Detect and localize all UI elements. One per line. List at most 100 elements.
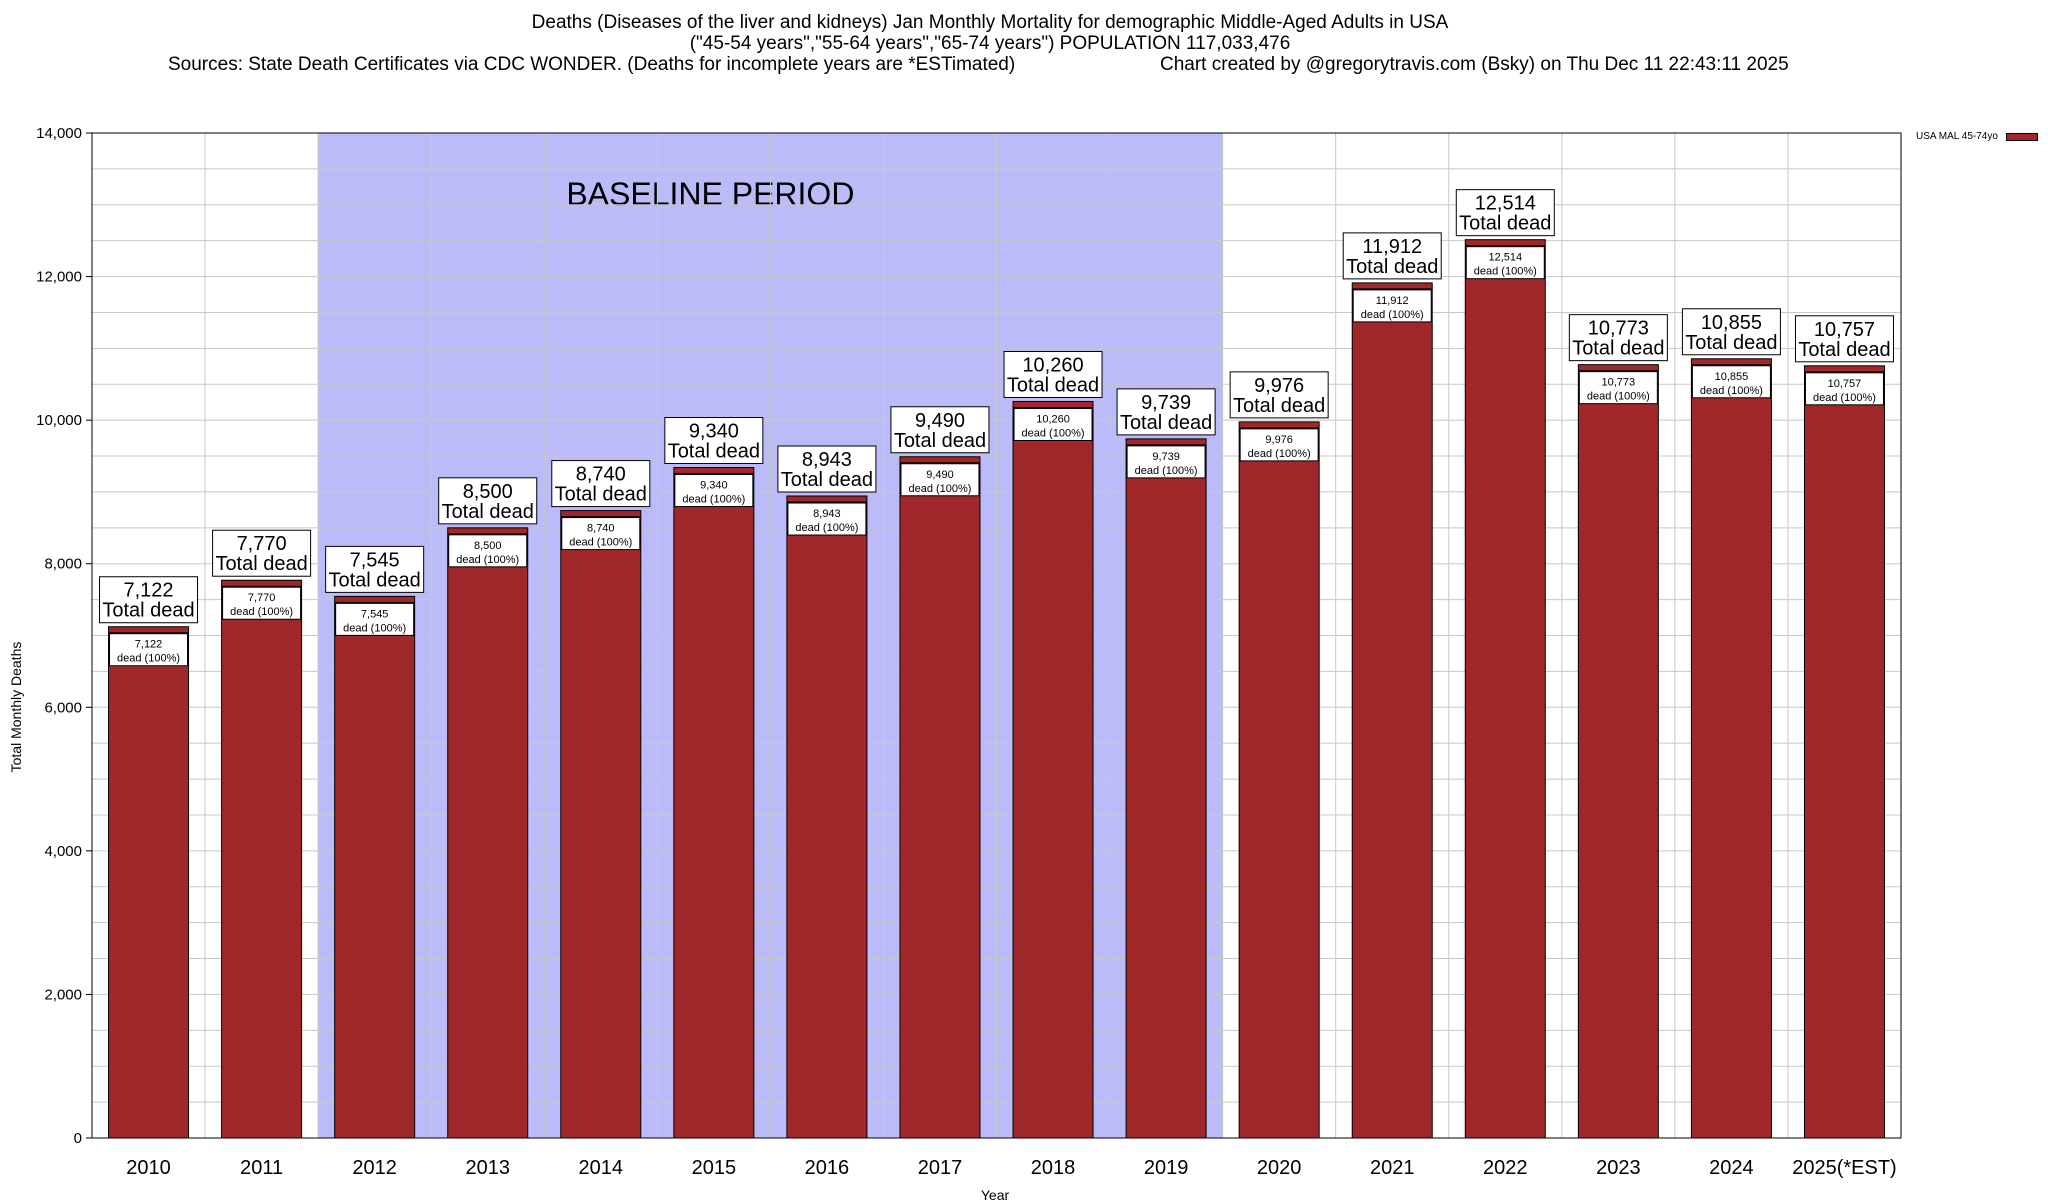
bar [447, 527, 529, 1139]
inner-label-box [1804, 372, 1884, 406]
y-tick-label: 4,000 [44, 843, 82, 860]
x-tick-label: 2015 [692, 1157, 737, 1179]
top-total-label: Total dead [215, 553, 307, 575]
top-label-box [438, 477, 538, 525]
bar [786, 495, 868, 1139]
top-label-box [551, 460, 651, 508]
inner-value-label: 12,514 [1488, 252, 1522, 264]
bar [1690, 358, 1772, 1139]
inner-label-box [335, 602, 415, 636]
inner-value-label: 9,340 [700, 480, 728, 492]
top-total-label: Total dead [1007, 374, 1099, 396]
inner-dead-label: dead (100%) [908, 483, 971, 495]
inner-dead-label: dead (100%) [343, 622, 406, 634]
inner-dead-label: dead (100%) [456, 554, 519, 566]
chart-title: Deaths (Diseases of the liver and kidney… [531, 12, 1449, 33]
x-tick-label: 2019 [1144, 1157, 1189, 1179]
top-value-label: 9,490 [915, 410, 965, 432]
top-value-label: 8,740 [576, 464, 626, 486]
bar [1803, 365, 1885, 1139]
inner-dead-label: dead (100%) [795, 522, 858, 534]
top-label-box [1229, 371, 1329, 419]
bar [1012, 400, 1094, 1139]
y-tick-label: 8,000 [44, 556, 82, 573]
inner-value-label: 7,545 [361, 608, 389, 620]
top-value-label: 7,122 [124, 580, 174, 602]
inner-dead-label: dead (100%) [682, 494, 745, 506]
bar [334, 595, 416, 1139]
inner-value-label: 10,260 [1036, 413, 1070, 425]
top-label-box [1116, 388, 1216, 436]
inner-label-box [900, 463, 980, 497]
inner-dead-label: dead (100%) [230, 606, 293, 618]
x-tick-label: 2012 [352, 1157, 397, 1179]
x-tick-label: 2010 [126, 1157, 171, 1179]
x-tick-label: 2013 [465, 1157, 510, 1179]
bar [221, 579, 303, 1139]
inner-label-box [787, 502, 867, 536]
x-tick-label: 2017 [918, 1157, 963, 1179]
inner-dead-label: dead (100%) [1022, 427, 1085, 439]
legend-label: USA MAL 45-74yo [1916, 131, 1998, 142]
top-value-label: 10,855 [1701, 312, 1762, 334]
inner-value-label: 8,500 [474, 540, 502, 552]
inner-value-label: 8,740 [587, 523, 615, 535]
inner-label-box [222, 586, 302, 620]
inner-value-label: 10,757 [1828, 378, 1862, 390]
y-tick-label: 0 [74, 1130, 82, 1147]
x-tick-label: 2020 [1257, 1157, 1302, 1179]
inner-dead-label: dead (100%) [1700, 385, 1763, 397]
inner-value-label: 11,912 [1376, 295, 1409, 307]
x-tick-label: 2016 [805, 1157, 850, 1179]
top-value-label: 7,545 [350, 549, 400, 571]
inner-value-label: 7,122 [135, 639, 163, 651]
top-total-label: Total dead [1346, 256, 1438, 278]
inner-value-label: 9,490 [926, 469, 954, 481]
top-value-label: 12,514 [1475, 193, 1536, 215]
top-value-label: 11,912 [1362, 236, 1422, 258]
inner-label-box [1239, 428, 1319, 462]
x-tick-label: 2021 [1370, 1157, 1415, 1179]
bar [899, 456, 981, 1139]
y-tick-label: 2,000 [44, 986, 82, 1003]
top-value-label: 9,340 [689, 421, 739, 443]
top-total-label: Total dead [442, 501, 534, 523]
inner-dead-label: dead (100%) [1361, 309, 1424, 321]
top-value-label: 8,943 [802, 449, 852, 471]
inner-label-box [1013, 407, 1093, 441]
bar [1125, 438, 1207, 1139]
inner-value-label: 9,739 [1152, 451, 1180, 463]
y-tick-label: 10,000 [36, 412, 82, 429]
bar [1464, 239, 1546, 1139]
y-tick-label: 12,000 [36, 269, 82, 286]
top-total-label: Total dead [781, 469, 873, 491]
bar [108, 626, 190, 1139]
top-total-label: Total dead [1120, 412, 1212, 434]
top-total-label: Total dead [329, 569, 421, 591]
y-axis-label: Total Monthly Deaths [8, 641, 24, 773]
top-value-label: 7,770 [237, 533, 287, 555]
top-label-box [890, 406, 990, 454]
top-label-box [777, 445, 877, 493]
top-total-label: Total dead [668, 441, 760, 463]
inner-dead-label: dead (100%) [1248, 448, 1311, 460]
legend: USA MAL 45-74yo [1916, 131, 2038, 142]
x-axis-label: Year [980, 1187, 1010, 1203]
bar [1577, 364, 1659, 1139]
top-total-label: Total dead [1459, 213, 1551, 235]
inner-value-label: 10,855 [1715, 371, 1749, 383]
inner-value-label: 9,976 [1265, 434, 1293, 446]
inner-dead-label: dead (100%) [1135, 465, 1198, 477]
bar [1238, 421, 1320, 1139]
bar [673, 467, 755, 1139]
top-label-box [325, 545, 425, 593]
inner-label-box [561, 517, 641, 551]
top-total-label: Total dead [1798, 339, 1890, 361]
chart-title-block: Deaths (Diseases of the liver and kidney… [0, 12, 1980, 54]
x-tick-label: 2011 [240, 1157, 283, 1179]
inner-label-box [1352, 289, 1432, 323]
top-label-box [664, 417, 764, 465]
inner-dead-label: dead (100%) [569, 537, 632, 549]
top-label-box [1681, 308, 1781, 356]
